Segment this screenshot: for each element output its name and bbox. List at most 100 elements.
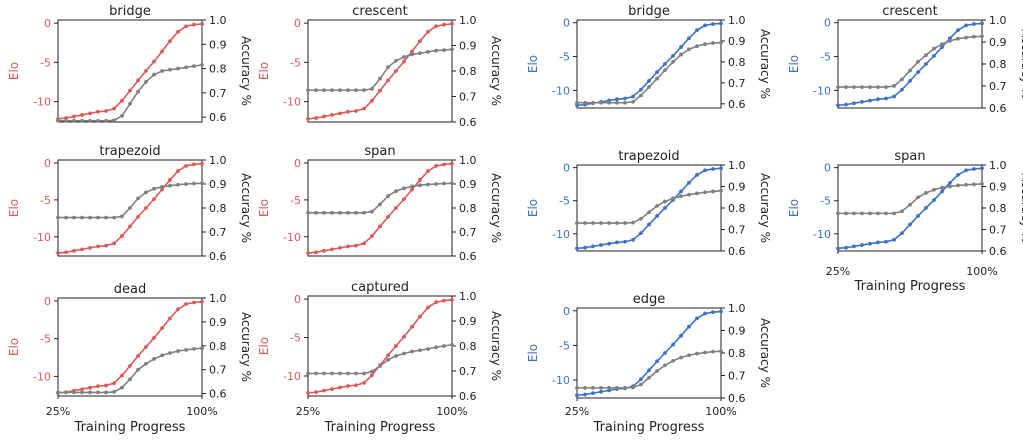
data-point — [852, 244, 856, 249]
data-point — [711, 310, 715, 315]
data-point — [200, 181, 204, 186]
data-point — [908, 222, 912, 227]
data-point — [964, 182, 968, 187]
data-point — [647, 210, 651, 215]
data-point — [844, 85, 848, 89]
x-tick-label: 100% — [705, 405, 736, 418]
data-point — [655, 76, 659, 81]
panel-title: trapezoid — [99, 144, 160, 159]
data-point — [426, 29, 430, 34]
y-tick-label: 0 — [824, 162, 831, 175]
plot-frame — [57, 297, 203, 397]
y-axis-label: Elo — [7, 338, 21, 356]
data-point — [418, 348, 422, 353]
x-axis-label: Training Progress — [854, 279, 966, 294]
data-point — [402, 55, 406, 59]
data-point — [868, 211, 872, 216]
data-point — [346, 109, 350, 114]
y2-tick-label: 0.9 — [459, 178, 477, 191]
data-point — [96, 244, 100, 249]
data-point — [386, 353, 390, 358]
data-point — [160, 353, 164, 358]
y2-tick-label: 0.6 — [209, 111, 227, 124]
data-point — [338, 88, 342, 93]
data-point — [144, 190, 148, 195]
data-point — [314, 390, 318, 395]
data-point — [88, 385, 92, 390]
y2-tick-label: 0.7 — [459, 226, 477, 239]
series-line-left — [837, 22, 983, 107]
data-point — [663, 62, 667, 66]
series-line-left — [307, 23, 453, 120]
data-point — [434, 24, 438, 29]
data-point — [394, 344, 398, 348]
data-point — [687, 47, 691, 52]
data-point — [932, 53, 936, 58]
panel-title: crescent — [352, 4, 407, 19]
y2-tick-label: 0.9 — [728, 181, 746, 194]
data-point — [314, 88, 318, 93]
x-tick-label: 100% — [186, 405, 217, 418]
data-point — [426, 169, 430, 173]
plot-frame — [576, 19, 722, 109]
data-point — [136, 214, 140, 219]
data-point — [306, 210, 310, 215]
data-point — [695, 173, 699, 177]
y-tick-label: -5 — [559, 195, 570, 208]
data-point — [362, 210, 366, 215]
y-tick-label: 0 — [44, 157, 51, 170]
data-point — [671, 196, 675, 201]
data-point — [144, 69, 148, 73]
data-point — [964, 168, 968, 173]
data-point — [386, 78, 390, 83]
data-point — [378, 224, 382, 229]
data-point — [426, 49, 430, 54]
data-point — [607, 241, 611, 246]
data-point — [639, 231, 643, 236]
data-point — [176, 307, 180, 312]
panel-title: span — [364, 144, 395, 159]
y2-tick-label: 0.9 — [989, 181, 1007, 194]
panel-title: captured — [351, 280, 409, 295]
data-point — [956, 173, 960, 177]
y2-tick-label: 1.0 — [728, 14, 746, 27]
y2-tick-label: 0.6 — [459, 116, 477, 129]
data-point — [306, 371, 310, 376]
y-tick-label: -5 — [559, 51, 570, 64]
data-point — [607, 385, 611, 390]
y2-tick-label: 0.9 — [728, 35, 746, 48]
plot-frame — [837, 19, 983, 109]
data-point — [144, 206, 148, 210]
data-point — [711, 167, 715, 171]
data-point — [663, 351, 667, 355]
data-point — [338, 385, 342, 390]
data-point — [450, 297, 454, 302]
panel-1: crescent 0 -5 -10 Elo 1.0 0.9 0.8 0.7 0.6 Accuracy… — [257, 4, 503, 129]
data-point — [370, 98, 374, 103]
data-point — [120, 98, 124, 103]
x-axis-label: Training Progress — [324, 420, 436, 435]
data-point — [972, 167, 976, 171]
data-point — [394, 69, 398, 73]
data-point — [956, 183, 960, 188]
data-point — [575, 221, 579, 225]
data-point — [719, 188, 723, 193]
data-point — [575, 385, 579, 390]
data-point — [426, 182, 430, 187]
data-point — [120, 385, 124, 390]
data-point — [852, 211, 856, 216]
data-point — [884, 85, 888, 89]
data-point — [450, 181, 454, 186]
data-point — [88, 215, 92, 220]
y-tick-label: -5 — [40, 333, 51, 346]
data-point — [711, 22, 715, 26]
data-point — [394, 206, 398, 210]
data-point — [192, 162, 196, 167]
data-point — [354, 243, 358, 248]
y2-tick-label: 1.0 — [209, 154, 227, 167]
y2-tick-label: 1.0 — [989, 159, 1007, 172]
y-axis-label: Elo — [257, 337, 271, 355]
data-point — [639, 93, 643, 98]
data-point — [322, 388, 326, 393]
y2-axis-label: Accuracy % — [239, 173, 253, 243]
